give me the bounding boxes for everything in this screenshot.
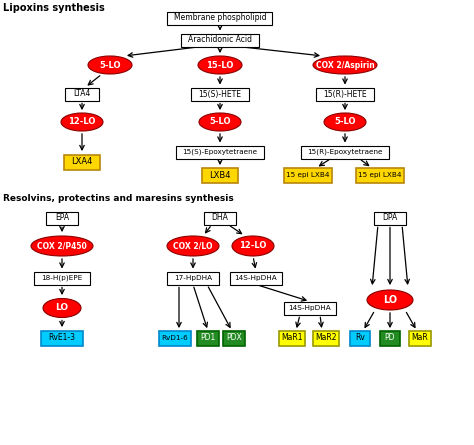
FancyBboxPatch shape <box>167 12 273 24</box>
Text: MaR1: MaR1 <box>281 333 303 343</box>
Ellipse shape <box>198 56 242 74</box>
FancyBboxPatch shape <box>65 88 99 101</box>
Text: PDX: PDX <box>226 333 242 343</box>
FancyBboxPatch shape <box>350 331 370 345</box>
Text: COX 2/LO: COX 2/LO <box>173 242 213 251</box>
FancyBboxPatch shape <box>313 331 339 345</box>
Text: 14S-HpDHA: 14S-HpDHA <box>289 305 331 311</box>
Ellipse shape <box>313 56 377 74</box>
Ellipse shape <box>31 236 93 256</box>
Ellipse shape <box>61 113 103 131</box>
Ellipse shape <box>88 56 132 74</box>
Text: COX 2/Aspirin: COX 2/Aspirin <box>316 61 374 69</box>
FancyBboxPatch shape <box>64 154 100 170</box>
Text: 15-LO: 15-LO <box>206 61 234 69</box>
FancyBboxPatch shape <box>223 331 245 345</box>
Text: LTA4: LTA4 <box>73 89 91 98</box>
Text: 15(R)-Epoxytetraene: 15(R)-Epoxytetraene <box>307 149 383 155</box>
FancyBboxPatch shape <box>176 146 264 158</box>
Text: 18-H(p)EPE: 18-H(p)EPE <box>41 275 82 281</box>
Text: 17-HpDHA: 17-HpDHA <box>174 275 212 281</box>
Ellipse shape <box>199 113 241 131</box>
Text: Lipoxins synthesis: Lipoxins synthesis <box>3 3 105 13</box>
FancyBboxPatch shape <box>202 167 238 182</box>
FancyBboxPatch shape <box>284 302 336 315</box>
Text: MaR2: MaR2 <box>315 333 337 343</box>
FancyBboxPatch shape <box>34 271 90 284</box>
FancyBboxPatch shape <box>279 331 305 345</box>
FancyBboxPatch shape <box>181 33 259 46</box>
FancyBboxPatch shape <box>159 331 191 345</box>
FancyBboxPatch shape <box>191 88 249 101</box>
Text: Arachidonic Acid: Arachidonic Acid <box>188 36 252 44</box>
FancyBboxPatch shape <box>230 271 282 284</box>
Text: LO: LO <box>55 303 69 312</box>
FancyBboxPatch shape <box>284 167 332 182</box>
Text: 5-LO: 5-LO <box>209 117 231 126</box>
Text: 12-LO: 12-LO <box>68 117 96 126</box>
FancyBboxPatch shape <box>374 211 406 224</box>
Text: COX 2/P450: COX 2/P450 <box>37 242 87 251</box>
Ellipse shape <box>367 290 413 310</box>
Text: 14S-HpDHA: 14S-HpDHA <box>235 275 277 281</box>
FancyBboxPatch shape <box>316 88 374 101</box>
Text: DHA: DHA <box>211 214 228 222</box>
Text: LXA4: LXA4 <box>71 158 93 166</box>
Text: Resolvins, protectins and maresins synthesis: Resolvins, protectins and maresins synth… <box>3 194 234 203</box>
Text: 5-LO: 5-LO <box>99 61 121 69</box>
Text: Membrane phospholipid: Membrane phospholipid <box>173 13 266 23</box>
Ellipse shape <box>232 236 274 256</box>
Ellipse shape <box>324 113 366 131</box>
Text: 15 epi LXB4: 15 epi LXB4 <box>358 172 402 178</box>
Ellipse shape <box>167 236 219 256</box>
Text: 15(S)-Epoxytetraene: 15(S)-Epoxytetraene <box>182 149 257 155</box>
Text: PD: PD <box>385 333 395 343</box>
FancyBboxPatch shape <box>380 331 400 345</box>
Text: 15(R)-HETE: 15(R)-HETE <box>323 89 367 98</box>
Text: 15(S)-HETE: 15(S)-HETE <box>199 89 241 98</box>
Text: LO: LO <box>383 295 397 305</box>
Text: 15 epi LXB4: 15 epi LXB4 <box>286 172 330 178</box>
Text: RvE1-3: RvE1-3 <box>48 333 75 343</box>
Text: PD1: PD1 <box>201 333 216 343</box>
Text: Rv: Rv <box>355 333 365 343</box>
FancyBboxPatch shape <box>197 331 219 345</box>
FancyBboxPatch shape <box>167 271 219 284</box>
FancyBboxPatch shape <box>204 211 236 224</box>
FancyBboxPatch shape <box>41 331 83 345</box>
Text: DPA: DPA <box>383 214 398 222</box>
FancyBboxPatch shape <box>46 211 78 224</box>
Ellipse shape <box>43 299 81 317</box>
FancyBboxPatch shape <box>301 146 389 158</box>
Text: EPA: EPA <box>55 214 69 222</box>
Text: LXB4: LXB4 <box>209 170 231 179</box>
FancyBboxPatch shape <box>409 331 431 345</box>
Text: 5-LO: 5-LO <box>334 117 356 126</box>
Text: RvD1-6: RvD1-6 <box>162 335 188 341</box>
FancyBboxPatch shape <box>356 167 404 182</box>
Text: 12-LO: 12-LO <box>239 242 267 251</box>
Text: MaR: MaR <box>411 333 428 343</box>
